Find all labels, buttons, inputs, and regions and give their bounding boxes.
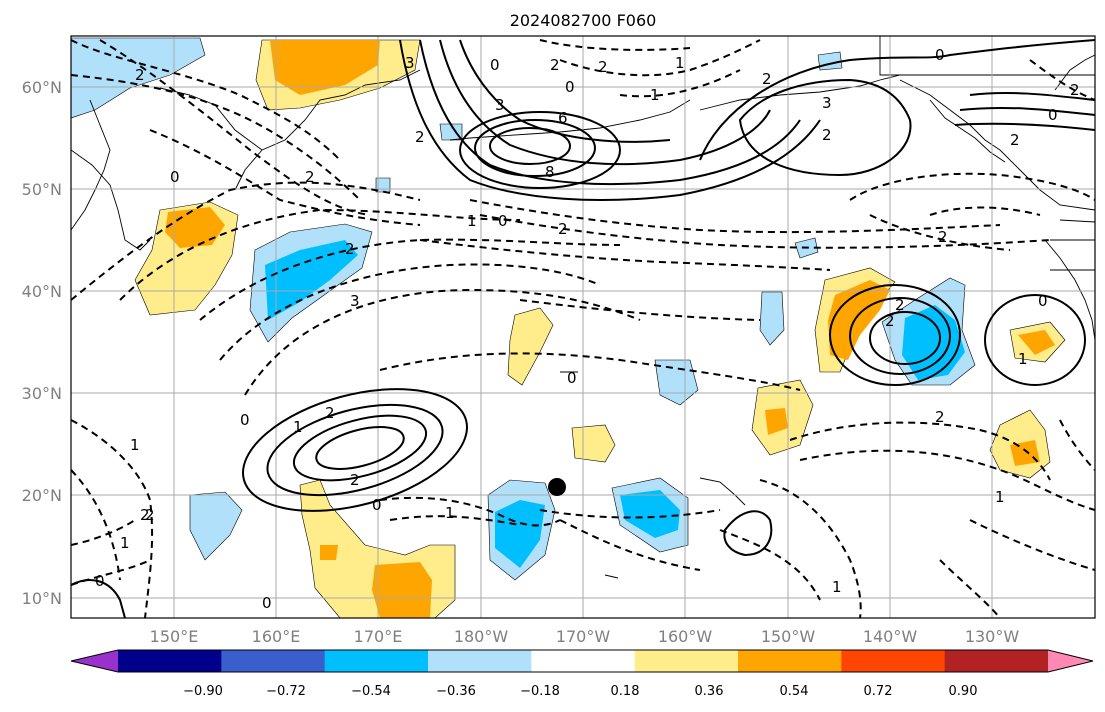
longitude-labels: 150°E 160°E 170°E 180°W 170°W 160°W 150°… — [150, 627, 1020, 646]
colorbar-segment — [738, 650, 842, 672]
map-title: 2024082700 F060 — [510, 11, 657, 30]
negative-contours — [71, 39, 1095, 618]
colorbar-segment — [324, 650, 429, 672]
svg-text:0: 0 — [1038, 292, 1048, 310]
svg-text:2: 2 — [345, 240, 355, 258]
svg-text:2: 2 — [135, 66, 145, 84]
svg-text:2: 2 — [350, 471, 360, 489]
lon-label: 180°W — [454, 627, 509, 646]
colorbar-tick-label: −0.72 — [266, 684, 306, 699]
colorbar-segment — [221, 650, 326, 672]
colorbar-extend-low — [71, 650, 118, 672]
svg-text:1: 1 — [995, 488, 1005, 506]
latitude-labels: 60°N 50°N 40°N 30°N 20°N 10°N — [22, 78, 62, 608]
svg-text:2: 2 — [822, 126, 832, 144]
svg-text:2: 2 — [885, 312, 895, 330]
svg-text:2: 2 — [305, 168, 315, 186]
svg-text:3: 3 — [350, 292, 360, 310]
colorbar-segment — [634, 650, 739, 672]
gridlines — [71, 36, 1095, 618]
map-frame — [70, 35, 1096, 619]
svg-text:3: 3 — [495, 96, 505, 114]
svg-text:2: 2 — [325, 404, 335, 422]
colorbar-segment — [118, 650, 222, 672]
svg-text:1: 1 — [675, 54, 685, 72]
svg-text:1: 1 — [130, 436, 140, 454]
svg-text:1: 1 — [650, 86, 660, 104]
svg-text:0: 0 — [935, 46, 945, 64]
colorbar-tick-label: 0.72 — [864, 684, 893, 699]
svg-text:0: 0 — [240, 411, 250, 429]
svg-text:2: 2 — [558, 220, 568, 238]
svg-text:0: 0 — [95, 572, 105, 590]
svg-text:6: 6 — [558, 109, 568, 127]
svg-text:2: 2 — [598, 58, 608, 76]
colorbar-tick-label: 0.54 — [780, 684, 809, 699]
lat-label: 50°N — [22, 180, 62, 199]
svg-text:0: 0 — [170, 168, 180, 186]
svg-text:1: 1 — [832, 578, 842, 596]
colorbar-segment — [841, 650, 946, 672]
colorbar-tick-label: 0.18 — [611, 684, 640, 699]
lon-label: 140°W — [863, 627, 918, 646]
svg-text:0: 0 — [262, 594, 272, 612]
map-layers: 2 3 0 2 2 1 0 2 3 6 8 3 2 0 2 1 2 0 2 0 … — [71, 36, 1095, 618]
lat-label: 10°N — [22, 589, 62, 608]
lat-label: 40°N — [22, 282, 62, 301]
svg-text:1: 1 — [467, 212, 477, 230]
positive-deep-shading — [165, 40, 1055, 618]
lon-label: 150°W — [761, 627, 816, 646]
lon-label: 150°E — [150, 627, 199, 646]
svg-text:3: 3 — [822, 94, 832, 112]
svg-text:2: 2 — [1010, 131, 1020, 149]
positive-contours — [71, 39, 1095, 618]
svg-text:1: 1 — [445, 504, 455, 522]
svg-text:2: 2 — [140, 506, 150, 524]
lat-label: 30°N — [22, 384, 62, 403]
lat-label: 60°N — [22, 78, 62, 97]
svg-text:2: 2 — [762, 70, 772, 88]
colorbar — [70, 649, 1094, 673]
svg-text:0: 0 — [498, 212, 508, 230]
lat-label: 20°N — [22, 486, 62, 505]
svg-text:2: 2 — [935, 408, 945, 426]
lon-label: 170°W — [556, 627, 611, 646]
colorbar-tick-label: 0.90 — [949, 684, 978, 699]
svg-text:0: 0 — [1048, 106, 1058, 124]
colorbar-segment — [428, 650, 532, 672]
svg-text:1: 1 — [293, 418, 303, 436]
colorbar-extend-high — [1048, 650, 1093, 672]
svg-text:1: 1 — [120, 534, 130, 552]
svg-text:2: 2 — [1070, 81, 1080, 99]
colorbar-tick-label: 0.36 — [695, 684, 724, 699]
svg-text:1: 1 — [1018, 350, 1028, 368]
contour-labels: 2 3 0 2 2 1 0 2 3 6 8 3 2 0 2 1 2 0 2 0 … — [95, 46, 1080, 612]
svg-text:0: 0 — [372, 496, 382, 514]
colorbar-tick-label: −0.90 — [183, 684, 223, 699]
colorbar-tick-label: −0.18 — [520, 684, 560, 699]
lon-label: 170°E — [354, 627, 403, 646]
lon-label: 160°W — [658, 627, 713, 646]
svg-text:2: 2 — [550, 56, 560, 74]
colorbar-segment — [944, 650, 1049, 672]
storm-center-dot — [548, 478, 566, 496]
svg-text:2: 2 — [415, 128, 425, 146]
svg-text:0: 0 — [565, 78, 575, 96]
colorbar-outline — [70, 649, 1094, 673]
svg-text:3: 3 — [405, 54, 415, 72]
lon-label: 130°W — [965, 627, 1020, 646]
colorbar-tick-label: −0.54 — [351, 684, 391, 699]
svg-text:8: 8 — [545, 163, 555, 181]
lon-label: 160°E — [252, 627, 301, 646]
svg-text:2: 2 — [895, 296, 905, 314]
svg-text:0: 0 — [567, 369, 577, 387]
colorbar-segment — [531, 650, 636, 672]
colorbar-tick-labels: −0.90 −0.72 −0.54 −0.36 −0.18 0.18 0.36 … — [183, 684, 977, 699]
svg-text:0: 0 — [490, 56, 500, 74]
svg-text:2: 2 — [145, 506, 155, 524]
svg-text:2: 2 — [938, 228, 948, 246]
colorbar-tick-label: −0.36 — [436, 684, 476, 699]
